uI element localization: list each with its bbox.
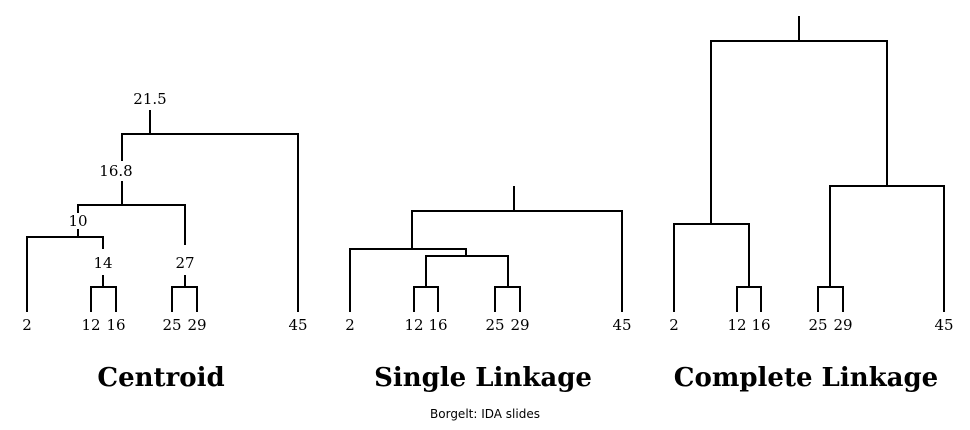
leaf-label: 29: [833, 316, 852, 334]
single-link-25-29: [494, 255, 521, 312]
leaf-label: 16: [106, 316, 125, 334]
leaf-label: 29: [510, 316, 529, 334]
leaf-label: 16: [428, 316, 447, 334]
merge-label: 27: [175, 254, 194, 272]
leaf-label: 29: [187, 316, 206, 334]
complete-link-root: [710, 16, 888, 42]
centroid-link-five: [77, 181, 186, 245]
centroid-link-12-16: [90, 275, 117, 312]
complete-link-2-16: [673, 40, 750, 312]
leaf-label: 16: [751, 316, 770, 334]
centroid-link-2-12-16: [26, 229, 104, 312]
leaf-label: 25: [808, 316, 827, 334]
centroid-dendrogram: 14 27 10 16.8 21.5 2 12 16 25 29 45 Cent…: [22, 90, 307, 393]
single-link-12-16: [413, 255, 439, 312]
complete-link-25-29: [817, 185, 844, 312]
footer-credit: Borgelt: IDA slides: [430, 407, 540, 421]
centroid-link-25-29: [171, 275, 198, 312]
merge-label: 14: [93, 254, 112, 272]
leaf-label: 45: [612, 316, 631, 334]
complete-link-12-16: [736, 223, 762, 312]
leaf-label: 45: [288, 316, 307, 334]
complete-linkage-dendrogram: 2 12 16 25 29 45 Complete Linkage: [669, 16, 954, 393]
leaf-label: 45: [934, 316, 953, 334]
single-link-12-29: [425, 248, 509, 257]
leaf-label: 25: [162, 316, 181, 334]
complete-link-25-45: [829, 40, 945, 312]
leaf-label: 2: [345, 316, 355, 334]
dendrogram-title: Single Linkage: [374, 363, 592, 393]
single-linkage-dendrogram: 2 12 16 25 29 45 Single Linkage: [345, 186, 632, 393]
merge-label: 10: [68, 212, 87, 230]
leaf-label: 2: [22, 316, 32, 334]
merge-label: 21.5: [133, 90, 166, 108]
dendrogram-title: Complete Linkage: [674, 363, 938, 393]
dendrogram-title: Centroid: [97, 363, 224, 393]
single-link-root: [411, 186, 623, 312]
merge-label: 16.8: [99, 162, 132, 180]
centroid-link-root: [121, 110, 299, 312]
leaf-label: 2: [669, 316, 679, 334]
single-link-2-29: [349, 210, 467, 312]
leaf-label: 12: [727, 316, 746, 334]
leaf-label: 12: [404, 316, 423, 334]
leaf-label: 25: [485, 316, 504, 334]
leaf-label: 12: [81, 316, 100, 334]
